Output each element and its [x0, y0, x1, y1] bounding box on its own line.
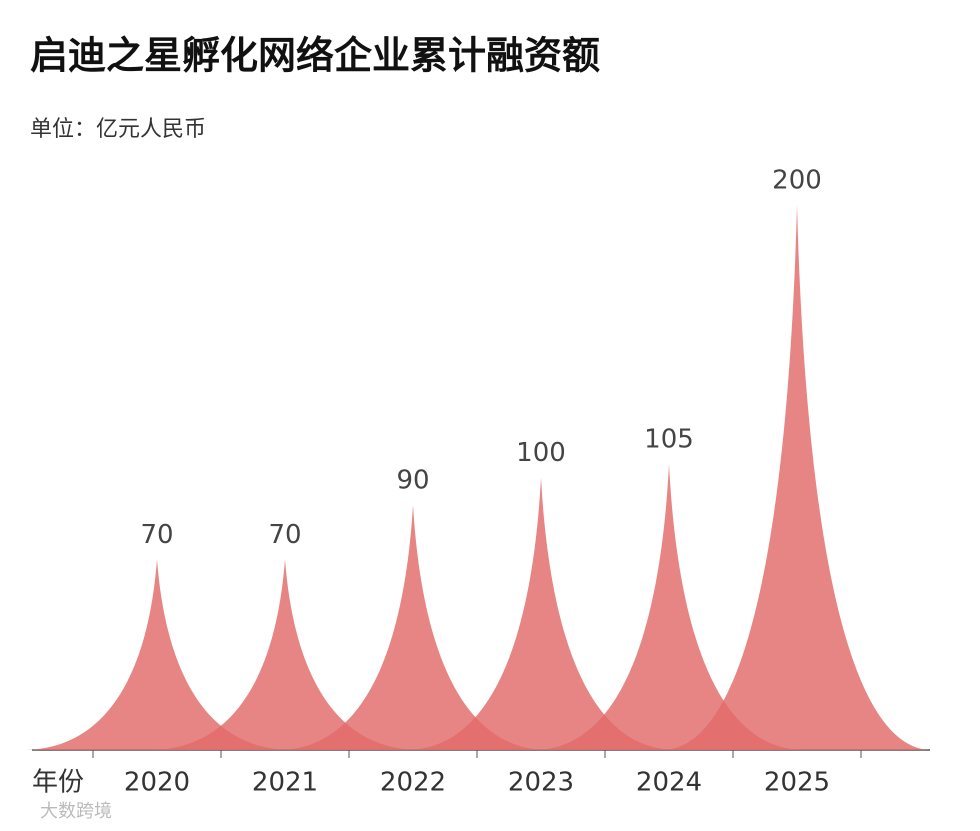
x-tick-label: 2023 [508, 768, 574, 798]
x-axis-label: 年份 [32, 768, 84, 798]
peak [278, 504, 548, 750]
value-label: 105 [644, 424, 694, 454]
x-tick-label: 2025 [764, 768, 830, 798]
chart-title: 启迪之星孵化网络企业累计融资额 [30, 34, 600, 78]
chart-subtitle: 单位：亿元人民币 [30, 117, 206, 142]
x-tick-label: 2024 [636, 768, 702, 798]
x-tick-label: 2022 [380, 768, 446, 798]
peak [662, 205, 932, 750]
value-label: 200 [772, 166, 822, 196]
watermark: 大数跨境 [40, 801, 112, 822]
x-tick-label: 2020 [124, 768, 190, 798]
value-label: 70 [268, 520, 301, 550]
peak [22, 559, 292, 750]
x-tick-label: 2021 [252, 768, 318, 798]
peak [534, 463, 804, 750]
peak [406, 477, 676, 750]
value-label: 70 [140, 520, 173, 550]
peak [150, 559, 420, 750]
value-label: 90 [396, 465, 429, 495]
value-label: 100 [516, 438, 566, 468]
